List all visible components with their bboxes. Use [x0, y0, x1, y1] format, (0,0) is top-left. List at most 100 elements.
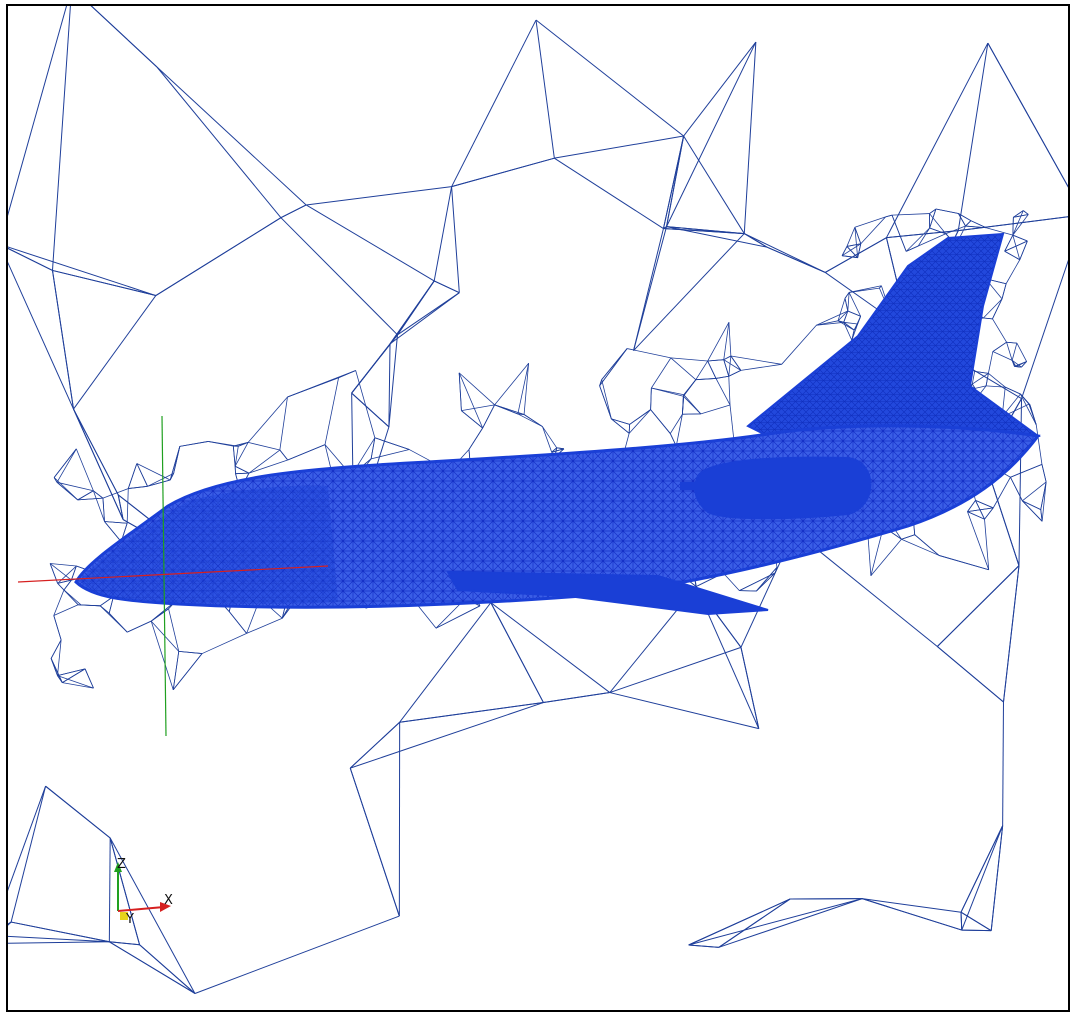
mesh-edge [371, 449, 410, 460]
mesh-edge [374, 437, 410, 450]
mesh-edge [370, 437, 376, 459]
mesh-edge [287, 444, 326, 461]
mesh-edge [1040, 509, 1043, 522]
mesh-edge [987, 42, 1068, 188]
mesh-edge [51, 6, 71, 271]
mesh-edge [1020, 393, 1031, 405]
mesh-edge [49, 563, 72, 581]
mesh-edge [349, 767, 400, 917]
mesh-edge [847, 292, 850, 312]
mesh-edge [842, 255, 858, 259]
mesh-edge [707, 360, 717, 379]
mesh-edge [945, 225, 966, 235]
mesh-edge [609, 692, 759, 730]
mesh-edge [683, 135, 745, 234]
mesh-edge [848, 292, 861, 317]
mesh-edge [992, 477, 1011, 509]
3d-render-viewport[interactable]: Z X Y [6, 4, 1070, 1012]
mesh-edge [117, 494, 124, 520]
mesh-edge [8, 921, 12, 926]
mesh-edge [681, 394, 685, 415]
mesh-edge [961, 825, 1004, 931]
mesh-edge [73, 295, 157, 410]
mesh-edge [886, 230, 959, 239]
mesh-edge [8, 6, 68, 216]
mesh-edge [929, 213, 947, 234]
mesh-edge [104, 521, 122, 542]
mesh-edge [975, 500, 994, 509]
mesh-edge [156, 66, 282, 219]
mesh-edge [695, 360, 708, 380]
mesh-edge [972, 373, 989, 385]
mesh-edge [1005, 259, 1021, 284]
mesh-edge [388, 343, 391, 427]
mesh-edge [611, 418, 630, 434]
mesh-edge [494, 363, 529, 406]
mesh-edge [853, 323, 858, 331]
mesh-edge [715, 375, 729, 379]
mesh-edge [675, 414, 683, 447]
mesh-edge [958, 213, 966, 227]
mesh-edge [235, 472, 249, 475]
mesh-edge [388, 334, 398, 427]
mesh-edge [57, 639, 62, 676]
mesh-edge [599, 379, 603, 386]
mesh-edge [730, 355, 782, 365]
mesh-edge [651, 387, 684, 396]
mesh-edge [1016, 342, 1027, 362]
mesh-edge [967, 500, 976, 512]
mesh-edge [70, 565, 77, 581]
mesh-edge [992, 318, 1007, 343]
mesh-edge [1011, 360, 1017, 367]
mesh-edge [8, 247, 53, 271]
mesh-edge [936, 646, 1004, 703]
mesh-edge [451, 19, 537, 187]
mesh-edge [723, 359, 730, 377]
mesh-edge [8, 786, 47, 891]
mesh-edge [53, 477, 58, 483]
mesh-canvas[interactable]: Z X Y [8, 6, 1068, 1010]
mesh-edge [851, 323, 859, 341]
mesh-edge [53, 615, 62, 640]
mesh-edge [965, 225, 987, 229]
mesh-edge [756, 572, 776, 592]
mesh-edge [99, 605, 128, 633]
mesh-edge [57, 583, 65, 591]
mesh-edge [609, 646, 742, 694]
world-x-axis-line [17, 565, 329, 583]
widget-z-label: Z [117, 857, 126, 872]
mesh-edge [695, 378, 717, 381]
mesh-edge [451, 186, 460, 293]
world-axes [17, 415, 329, 737]
mesh-edge [971, 383, 976, 389]
mesh-edge [891, 214, 907, 252]
mesh-edge [601, 379, 612, 420]
mesh-edge [857, 243, 862, 258]
mesh-edge [351, 392, 390, 428]
mesh-edge [109, 941, 140, 946]
mesh-edge [854, 227, 862, 244]
mesh-edge [542, 426, 558, 449]
mesh-edge [57, 565, 77, 584]
mesh-edge [1019, 240, 1028, 260]
mesh-edge [490, 602, 544, 703]
mesh-edge [109, 941, 196, 994]
mesh-edge [1022, 500, 1041, 510]
mesh-edge [535, 19, 555, 159]
mesh-edge [818, 550, 938, 647]
mesh-edge [1004, 250, 1020, 261]
mesh-edge [305, 204, 435, 282]
mesh-edge [351, 334, 398, 394]
mesh-edge [929, 208, 937, 229]
cockpit-region [80, 485, 338, 605]
mesh-edge [1021, 361, 1027, 368]
mesh-edge [992, 351, 1013, 361]
mesh-edge [1013, 214, 1029, 218]
mesh-edge [849, 285, 882, 293]
mesh-edge [984, 507, 994, 520]
mesh-edge [666, 135, 685, 227]
mesh-edge [556, 447, 564, 450]
mesh-edge [743, 42, 757, 234]
mesh-edge [844, 298, 849, 312]
mesh-edge [929, 208, 937, 214]
